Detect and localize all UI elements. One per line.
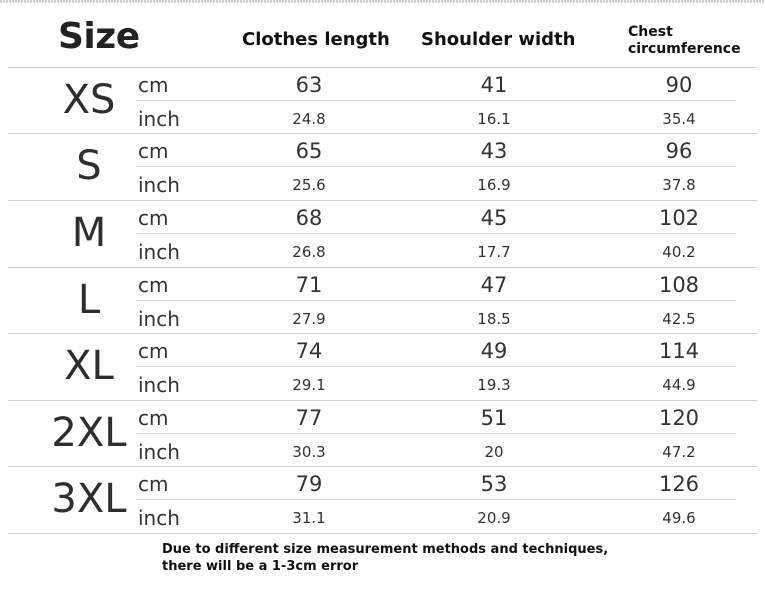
clothes-length-inch: 30.3 bbox=[292, 443, 326, 461]
clothes-length-inch: 31.1 bbox=[292, 509, 326, 527]
unit-cm-label: cm bbox=[138, 73, 169, 97]
chest-circumference-inch: 44.9 bbox=[662, 376, 696, 394]
table-header: Size Clothes length Shoulder width Chest… bbox=[0, 0, 765, 68]
row-divider bbox=[8, 200, 757, 201]
top-dotted-divider bbox=[0, 0, 765, 3]
column-header-shoulder-width: Shoulder width bbox=[421, 29, 576, 50]
size-label: S bbox=[76, 143, 102, 189]
size-row: XS cm inch 63 41 90 24.8 16.1 35.4 bbox=[0, 67, 765, 133]
size-label: M bbox=[71, 210, 107, 256]
shoulder-width-cm: 47 bbox=[480, 273, 508, 297]
unit-divider bbox=[136, 233, 736, 234]
chest-circumference-cm: 108 bbox=[658, 273, 700, 297]
size-row: XL cm inch 74 49 114 29.1 19.3 44.9 bbox=[0, 333, 765, 399]
clothes-length-cm: 77 bbox=[295, 406, 323, 430]
row-divider bbox=[8, 400, 757, 401]
clothes-length-cm: 63 bbox=[295, 73, 323, 97]
shoulder-width-inch: 18.5 bbox=[477, 310, 511, 328]
unit-inch-label: inch bbox=[138, 307, 180, 331]
unit-inch-label: inch bbox=[138, 373, 180, 397]
size-label: 3XL bbox=[51, 476, 127, 522]
row-divider bbox=[8, 466, 757, 467]
table-bottom-divider bbox=[8, 533, 757, 534]
clothes-length-inch: 24.8 bbox=[292, 110, 326, 128]
shoulder-width-inch: 17.7 bbox=[477, 243, 511, 261]
column-header-chest-circumference: Chest circumference bbox=[628, 24, 741, 57]
column-header-clothes-length: Clothes length bbox=[242, 29, 390, 50]
chest-circumference-inch: 42.5 bbox=[662, 310, 696, 328]
size-row: S cm inch 65 43 96 25.6 16.9 37.8 bbox=[0, 133, 765, 199]
chest-circumference-cm: 120 bbox=[658, 406, 700, 430]
clothes-length-cm: 68 bbox=[295, 206, 323, 230]
shoulder-width-cm: 43 bbox=[480, 139, 508, 163]
shoulder-width-cm: 41 bbox=[480, 73, 508, 97]
clothes-length-inch: 25.6 bbox=[292, 176, 326, 194]
size-row: 2XL cm inch 77 51 120 30.3 20 47.2 bbox=[0, 400, 765, 466]
shoulder-width-cm: 53 bbox=[480, 472, 508, 496]
unit-divider bbox=[136, 433, 736, 434]
row-divider bbox=[8, 267, 757, 268]
shoulder-width-inch: 20 bbox=[484, 443, 504, 461]
shoulder-width-inch: 16.1 bbox=[477, 110, 511, 128]
clothes-length-inch: 29.1 bbox=[292, 376, 326, 394]
shoulder-width-cm: 49 bbox=[480, 339, 508, 363]
clothes-length-cm: 79 bbox=[295, 472, 323, 496]
size-row: 3XL cm inch 79 53 126 31.1 20.9 49.6 bbox=[0, 466, 765, 532]
size-column-title: Size bbox=[58, 16, 140, 57]
unit-divider bbox=[136, 166, 736, 167]
row-divider bbox=[8, 333, 757, 334]
unit-cm-label: cm bbox=[138, 406, 169, 430]
size-label: XS bbox=[62, 77, 116, 123]
clothes-length-cm: 65 bbox=[295, 139, 323, 163]
clothes-length-inch: 27.9 bbox=[292, 310, 326, 328]
row-divider bbox=[8, 67, 757, 68]
shoulder-width-inch: 20.9 bbox=[477, 509, 511, 527]
size-label: XL bbox=[64, 343, 114, 389]
size-row: L cm inch 71 47 108 27.9 18.5 42.5 bbox=[0, 267, 765, 333]
chest-circumference-inch: 37.8 bbox=[662, 176, 696, 194]
chest-circumference-cm: 102 bbox=[658, 206, 700, 230]
shoulder-width-inch: 19.3 bbox=[477, 376, 511, 394]
unit-inch-label: inch bbox=[138, 440, 180, 464]
shoulder-width-cm: 45 bbox=[480, 206, 508, 230]
chest-circumference-inch: 40.2 bbox=[662, 243, 696, 261]
unit-divider bbox=[136, 366, 736, 367]
unit-divider bbox=[136, 100, 736, 101]
size-row: M cm inch 68 45 102 26.8 17.7 40.2 bbox=[0, 200, 765, 266]
chest-circumference-cm: 90 bbox=[665, 73, 693, 97]
chest-circumference-cm: 114 bbox=[658, 339, 700, 363]
unit-inch-label: inch bbox=[138, 506, 180, 530]
chest-circumference-cm: 96 bbox=[665, 139, 693, 163]
measurement-error-note: Due to different size measurement method… bbox=[162, 542, 609, 574]
chest-circumference-inch: 47.2 bbox=[662, 443, 696, 461]
shoulder-width-cm: 51 bbox=[480, 406, 508, 430]
unit-cm-label: cm bbox=[138, 472, 169, 496]
shoulder-width-inch: 16.9 bbox=[477, 176, 511, 194]
unit-cm-label: cm bbox=[138, 139, 169, 163]
unit-inch-label: inch bbox=[138, 173, 180, 197]
unit-inch-label: inch bbox=[138, 240, 180, 264]
chest-circumference-inch: 49.6 bbox=[662, 509, 696, 527]
chest-circumference-inch: 35.4 bbox=[662, 110, 696, 128]
unit-cm-label: cm bbox=[138, 339, 169, 363]
size-label: 2XL bbox=[51, 410, 127, 456]
clothes-length-cm: 74 bbox=[295, 339, 323, 363]
unit-divider bbox=[136, 300, 736, 301]
size-label: L bbox=[77, 277, 101, 323]
chest-circumference-cm: 126 bbox=[658, 472, 700, 496]
unit-divider bbox=[136, 499, 736, 500]
unit-cm-label: cm bbox=[138, 206, 169, 230]
unit-cm-label: cm bbox=[138, 273, 169, 297]
clothes-length-cm: 71 bbox=[295, 273, 323, 297]
row-divider bbox=[8, 133, 757, 134]
clothes-length-inch: 26.8 bbox=[292, 243, 326, 261]
unit-inch-label: inch bbox=[138, 107, 180, 131]
